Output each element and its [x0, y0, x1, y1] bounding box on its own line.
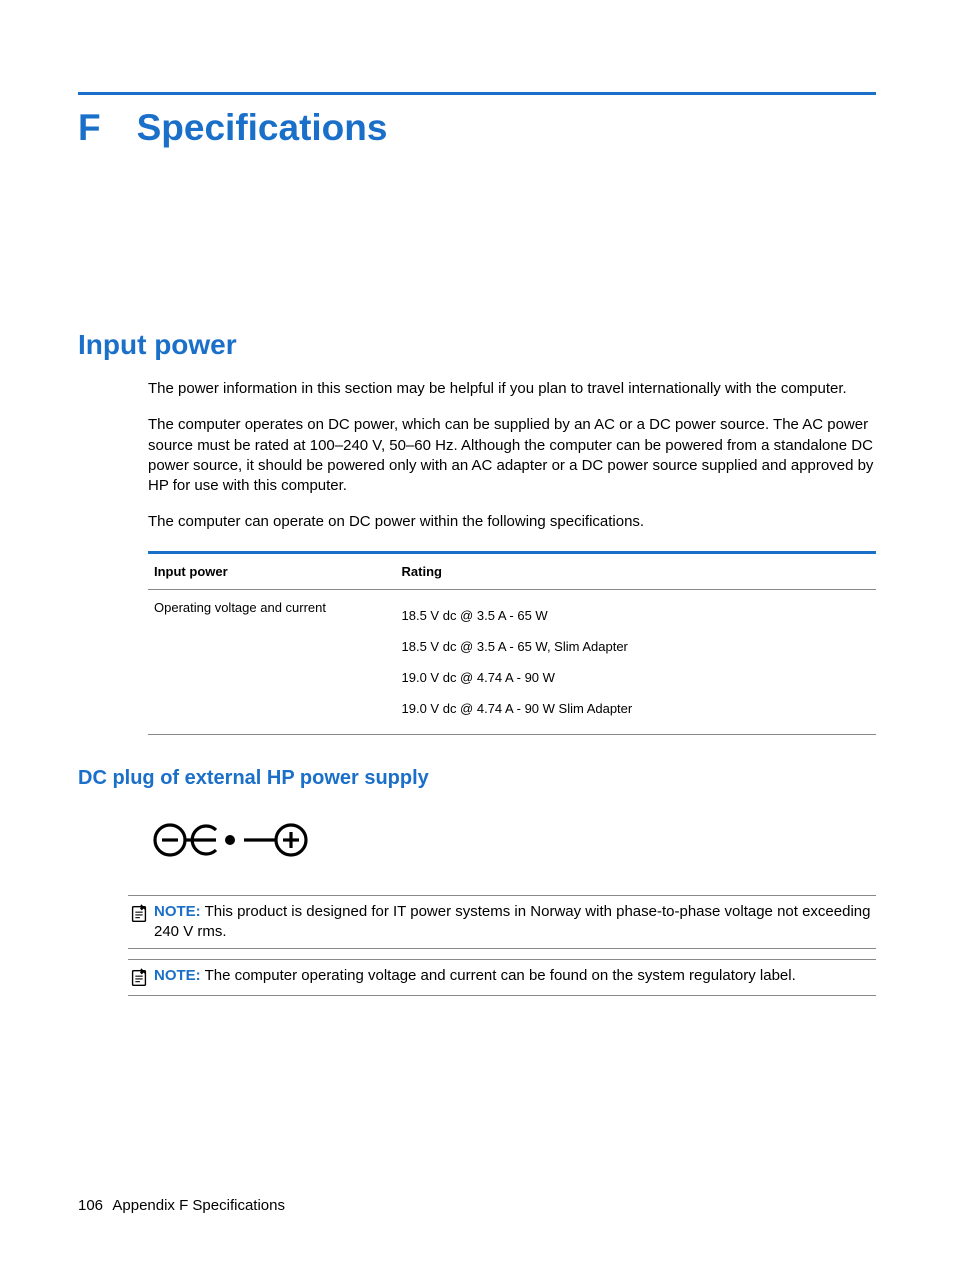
dc-plug-polarity-icon	[148, 818, 318, 862]
note-label: NOTE:	[154, 903, 201, 920]
note-label: NOTE:	[154, 967, 201, 984]
table-header-left: Input power	[148, 552, 396, 589]
page-number: 106	[78, 1197, 103, 1214]
table-row-ratings: 18.5 V dc @ 3.5 A - 65 W 18.5 V dc @ 3.5…	[396, 589, 876, 734]
input-power-para-3: The computer can operate on DC power wit…	[148, 512, 876, 532]
appendix-top-rule	[78, 92, 876, 95]
rating-value: 18.5 V dc @ 3.5 A - 65 W	[402, 600, 870, 631]
note-content: The computer operating voltage and curre…	[205, 967, 796, 984]
input-power-para-2: The computer operates on DC power, which…	[148, 415, 876, 496]
table-header-row: Input power Rating	[148, 552, 876, 589]
note-icon	[128, 967, 150, 989]
footer-text: Appendix F Specifications	[112, 1197, 285, 1214]
rating-value: 19.0 V dc @ 4.74 A - 90 W	[402, 662, 870, 693]
note-content: This product is designed for IT power sy…	[154, 903, 870, 940]
dc-plug-diagram	[148, 818, 876, 867]
note-text: NOTE: The computer operating voltage and…	[154, 966, 876, 986]
appendix-heading: F Specifications	[78, 107, 876, 149]
table-row: Operating voltage and current 18.5 V dc …	[148, 589, 876, 734]
rating-value: 18.5 V dc @ 3.5 A - 65 W, Slim Adapter	[402, 631, 870, 662]
note-block: NOTE: This product is designed for IT po…	[128, 895, 876, 950]
note-icon	[128, 903, 150, 925]
input-power-para-1: The power information in this section ma…	[148, 379, 876, 399]
input-power-table: Input power Rating Operating voltage and…	[148, 551, 876, 735]
table-row-label: Operating voltage and current	[148, 589, 396, 734]
subsection-dc-plug-title: DC plug of external HP power supply	[78, 767, 876, 790]
appendix-letter: F	[78, 107, 101, 149]
note-text: NOTE: This product is designed for IT po…	[154, 902, 876, 943]
appendix-title-text: Specifications	[137, 107, 388, 149]
table-header-right: Rating	[396, 552, 876, 589]
rating-value: 19.0 V dc @ 4.74 A - 90 W Slim Adapter	[402, 693, 870, 724]
note-block: NOTE: The computer operating voltage and…	[128, 959, 876, 996]
page-footer: 106 Appendix F Specifications	[78, 1197, 285, 1214]
section-input-power-title: Input power	[78, 329, 876, 361]
